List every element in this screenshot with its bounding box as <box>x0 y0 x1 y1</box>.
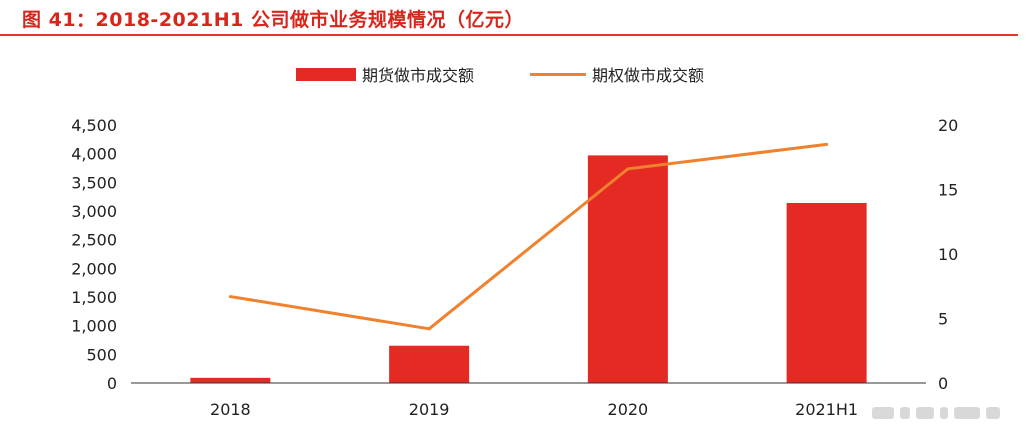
bar-2019 <box>389 345 470 383</box>
right-tick-label: 0 <box>938 374 948 393</box>
legend-item-futures: 期货做市成交额 <box>296 62 474 86</box>
left-tick-label: 1,000 <box>71 317 117 336</box>
legend-swatch-line <box>530 72 586 76</box>
left-tick-label: 4,500 <box>71 116 117 135</box>
x-tick-label: 2020 <box>608 400 649 419</box>
right-tick-label: 10 <box>938 245 958 264</box>
legend-label-futures: 期货做市成交额 <box>362 66 475 85</box>
right-tick-label: 20 <box>938 116 958 135</box>
line-point-2018 <box>228 295 232 299</box>
left-tick-label: 0 <box>107 374 117 393</box>
left-tick-label: 2,000 <box>71 259 117 278</box>
left-tick-label: 2,500 <box>71 231 117 250</box>
legend: 期货做市成交额 期权做市成交额 <box>0 62 1033 86</box>
legend-swatch-bar <box>296 67 356 81</box>
x-tick-label: 2021H1 <box>795 400 858 419</box>
x-axis-labels: 2018 2019 2020 2021H1 <box>210 400 858 419</box>
left-tick-label: 4,000 <box>71 145 117 164</box>
left-tick-label: 3,000 <box>71 202 117 221</box>
right-axis: 0 5 10 15 20 <box>938 116 958 393</box>
line-options-volume <box>230 142 827 331</box>
title-bar: 图 41：2018-2021H1 公司做市业务规模情况（亿元） <box>0 0 1018 36</box>
bar-2020 <box>587 155 668 383</box>
line-series <box>228 142 829 331</box>
left-tick-label: 500 <box>86 345 117 364</box>
legend-label-options: 期权做市成交额 <box>592 66 705 85</box>
left-axis: 0 500 1,000 1,500 2,000 2,500 3,000 3,500 4,000 4… <box>71 116 117 393</box>
bar-series <box>190 155 867 383</box>
line-point-2020 <box>626 167 630 171</box>
left-tick-label: 3,500 <box>71 173 117 192</box>
right-tick-label: 15 <box>938 181 958 200</box>
legend-item-options: 期权做市成交额 <box>530 62 704 86</box>
x-tick-label: 2018 <box>210 400 251 419</box>
left-tick-label: 1,500 <box>71 288 117 307</box>
watermark-blur <box>872 402 1022 424</box>
bar-2018 <box>190 377 271 383</box>
right-tick-label: 5 <box>938 310 948 329</box>
chart-title: 图 41：2018-2021H1 公司做市业务规模情况（亿元） <box>22 9 524 31</box>
bar-2021H1 <box>786 202 867 383</box>
x-tick-label: 2019 <box>409 400 450 419</box>
line-point-2021H1 <box>825 142 829 146</box>
line-point-2019 <box>427 327 431 331</box>
